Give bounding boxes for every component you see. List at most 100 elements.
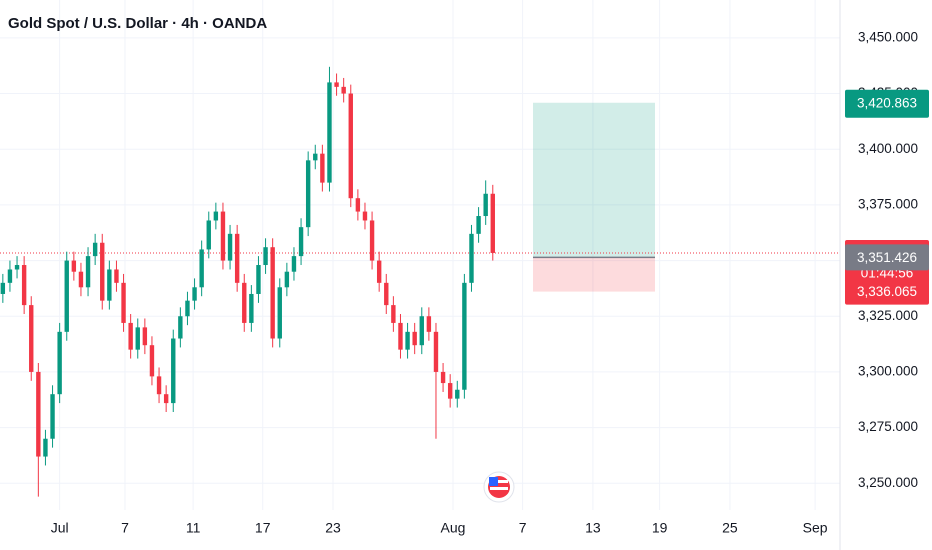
x-tick-label: Jul <box>51 520 69 536</box>
candle-body <box>78 271 84 288</box>
y-tick-label: 3,375.000 <box>858 196 918 211</box>
candle-body <box>178 316 183 339</box>
candle-body <box>469 233 474 283</box>
candle-body <box>21 265 27 306</box>
stop-label-box <box>845 278 929 305</box>
candle-body <box>114 269 119 283</box>
candle-body <box>121 282 126 323</box>
candle-body <box>128 322 133 350</box>
x-tick-label: Aug <box>441 520 466 536</box>
candle-body <box>213 211 219 221</box>
y-tick-label: 3,400.000 <box>858 141 918 156</box>
candle-body <box>298 227 304 257</box>
position-tool[interactable] <box>0 102 840 292</box>
y-tick-label: 3,275.000 <box>858 419 918 434</box>
entry-label: 3,351.426 <box>857 250 917 265</box>
candle-body <box>313 153 318 161</box>
y-tick-label: 3,300.000 <box>858 363 918 378</box>
candle-body <box>171 338 176 404</box>
candle-body <box>29 305 34 372</box>
chart-title: Gold Spot / U.S. Dollar · 4h · OANDA <box>8 15 267 32</box>
candle-body <box>277 287 282 339</box>
target-label: 3,420.863 <box>857 95 917 110</box>
candle-body <box>362 211 368 221</box>
x-tick-label: 7 <box>121 520 129 536</box>
entry-label-box <box>845 244 929 271</box>
candle-body <box>256 265 261 294</box>
candle-body <box>64 260 69 332</box>
candle-body <box>206 220 211 250</box>
candle-body <box>405 331 410 350</box>
candle-body <box>14 265 20 270</box>
candle-body <box>284 271 290 288</box>
candle-body <box>242 282 247 323</box>
y-tick-label: 3,450.000 <box>858 29 918 44</box>
candle-body <box>220 211 226 261</box>
candle-body <box>305 160 311 228</box>
candle-body <box>156 376 162 395</box>
axes: 3,250.000 3,275.000 3,300.000 3,325.000 3,35… <box>51 29 929 536</box>
y-tick-label: 3,250.000 <box>858 475 918 490</box>
x-tick-label: 17 <box>255 520 271 536</box>
profit-zone <box>533 102 655 258</box>
candle-body <box>433 331 439 372</box>
candle-body <box>462 282 467 390</box>
candle-body <box>341 86 346 94</box>
candle-body <box>107 269 112 301</box>
candle-body <box>57 331 62 395</box>
candle-body <box>0 282 6 294</box>
candle-body <box>327 82 332 183</box>
candle-body <box>50 394 55 439</box>
candle-body <box>355 198 361 212</box>
candle-body <box>234 233 240 283</box>
candle-body <box>391 305 396 323</box>
candle-body <box>142 327 148 346</box>
candle-body <box>440 371 446 384</box>
candle-body <box>7 269 13 283</box>
candle-body <box>483 193 488 217</box>
candle-body <box>291 256 297 272</box>
candle-body <box>36 371 41 457</box>
candle-body <box>490 193 495 253</box>
candle-body <box>426 316 432 332</box>
x-tick-label: 19 <box>652 520 668 536</box>
x-tick-label: Sep <box>803 520 828 536</box>
candle-body <box>398 322 403 350</box>
y-tick-label: 3,325.000 <box>858 308 918 323</box>
candle-body <box>384 282 389 306</box>
candle-body <box>185 300 190 317</box>
candle-body <box>135 327 140 350</box>
candle-body <box>334 82 339 87</box>
candle-body <box>447 383 453 399</box>
candle-body <box>199 249 204 288</box>
candle-body <box>455 389 460 399</box>
candle-body <box>43 438 48 457</box>
candles <box>0 66 495 497</box>
target-label-box <box>845 89 929 118</box>
candle-body <box>92 242 98 257</box>
candle-body <box>376 260 382 283</box>
candle-body <box>249 293 254 323</box>
candle-body <box>476 216 481 234</box>
candle-body <box>412 331 417 346</box>
candle-body <box>227 233 233 261</box>
candle-body <box>369 220 375 261</box>
candle-body <box>270 247 275 339</box>
candle-body <box>320 153 325 183</box>
candle-body <box>149 345 155 377</box>
candle-body <box>71 260 77 272</box>
x-tick-label: 11 <box>186 520 201 536</box>
x-tick-label: 25 <box>722 520 738 536</box>
loss-zone <box>533 257 655 292</box>
candle-body <box>348 93 353 199</box>
candle-body <box>85 256 91 288</box>
event-flag[interactable] <box>483 471 515 503</box>
stop-label: 3,336.065 <box>857 284 917 299</box>
candle-body <box>192 287 197 301</box>
grid <box>0 0 840 510</box>
x-tick-label: 23 <box>325 520 341 536</box>
candle-body <box>263 247 268 266</box>
candle-body <box>100 242 105 301</box>
candle-body <box>419 316 424 346</box>
